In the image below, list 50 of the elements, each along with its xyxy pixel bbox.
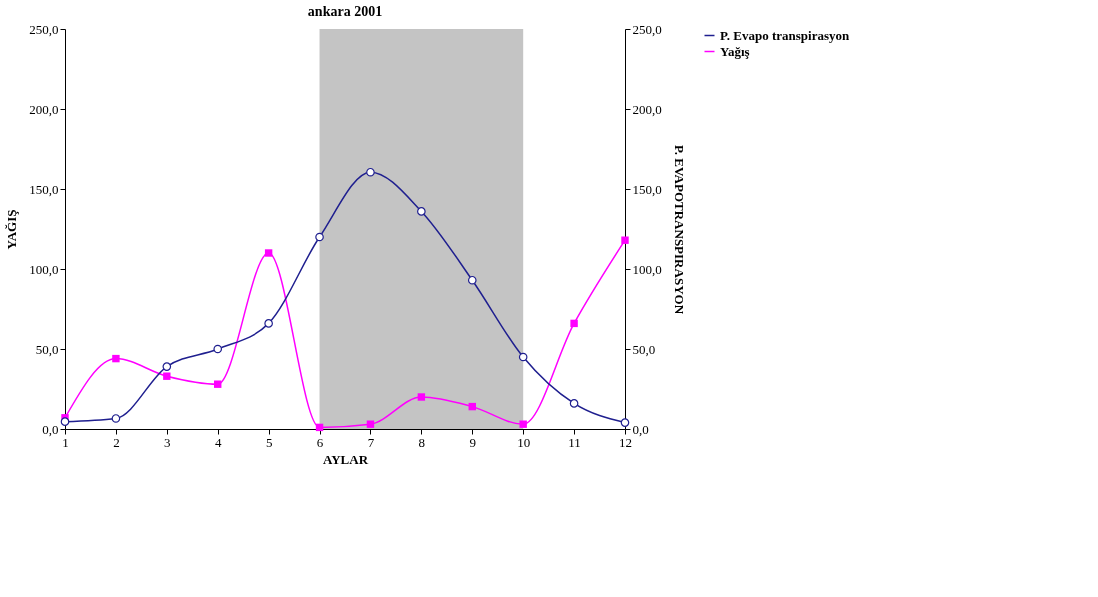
point (111, 414, 121, 423)
x-tick-label: 2 (113, 434, 120, 450)
point (519, 420, 527, 428)
point (366, 420, 375, 428)
point (417, 393, 426, 401)
y-tick-label: 0,0 (42, 421, 59, 437)
y2-tick-label: 0,0 (632, 421, 649, 437)
point (112, 354, 120, 363)
point (163, 372, 171, 380)
y-tick-label: 250,0 (29, 21, 59, 37)
x-tick-label: 3 (164, 434, 171, 450)
y-tick-label: 150,0 (29, 181, 59, 197)
x-tick-label: 8 (418, 434, 426, 450)
x-tick-label: 10 (517, 434, 531, 450)
y-tick-label: 50,0 (35, 341, 59, 357)
x-tick-label: 7 (367, 434, 375, 450)
y2-tick-label: 150,0 (632, 181, 662, 197)
y2-tick-label: 250,0 (632, 21, 662, 37)
legend-label: Yağış (720, 43, 750, 59)
point (214, 380, 222, 388)
point (213, 344, 223, 354)
y-tick-label: 100,0 (29, 261, 59, 277)
legend-label: P. Evapo transpirasyon (720, 27, 850, 43)
point (264, 319, 273, 328)
x-tick-label: 12 (619, 434, 632, 450)
y-tick-label: 200,0 (29, 101, 59, 117)
point (315, 232, 324, 242)
point (264, 249, 273, 257)
y2-tick-label: 200,0 (632, 101, 662, 117)
point (417, 207, 426, 216)
point (467, 275, 477, 285)
point (569, 399, 579, 408)
x-tick-label: 5 (265, 434, 273, 450)
chart-title: ankara 2001 (307, 4, 383, 19)
point (570, 319, 578, 328)
y-axis-title: YAĞIŞ (4, 209, 20, 250)
x-tick-label: 6 (316, 434, 324, 450)
point (366, 167, 375, 177)
x-tick-label: 1 (62, 434, 69, 450)
point (60, 417, 70, 426)
point (518, 352, 528, 362)
x-tick-label: 4 (214, 434, 222, 450)
x-tick-label: 9 (469, 434, 477, 450)
point (621, 236, 629, 244)
point (162, 362, 172, 371)
y2-tick-label: 50,0 (632, 341, 656, 357)
x-tick-label: 11 (568, 434, 581, 450)
y2-axis-title: P. EVAPOTRANSPIRASYON (671, 144, 687, 315)
x-axis-title: AYLAR (322, 451, 369, 467)
y2-tick-label: 100,0 (632, 261, 662, 277)
